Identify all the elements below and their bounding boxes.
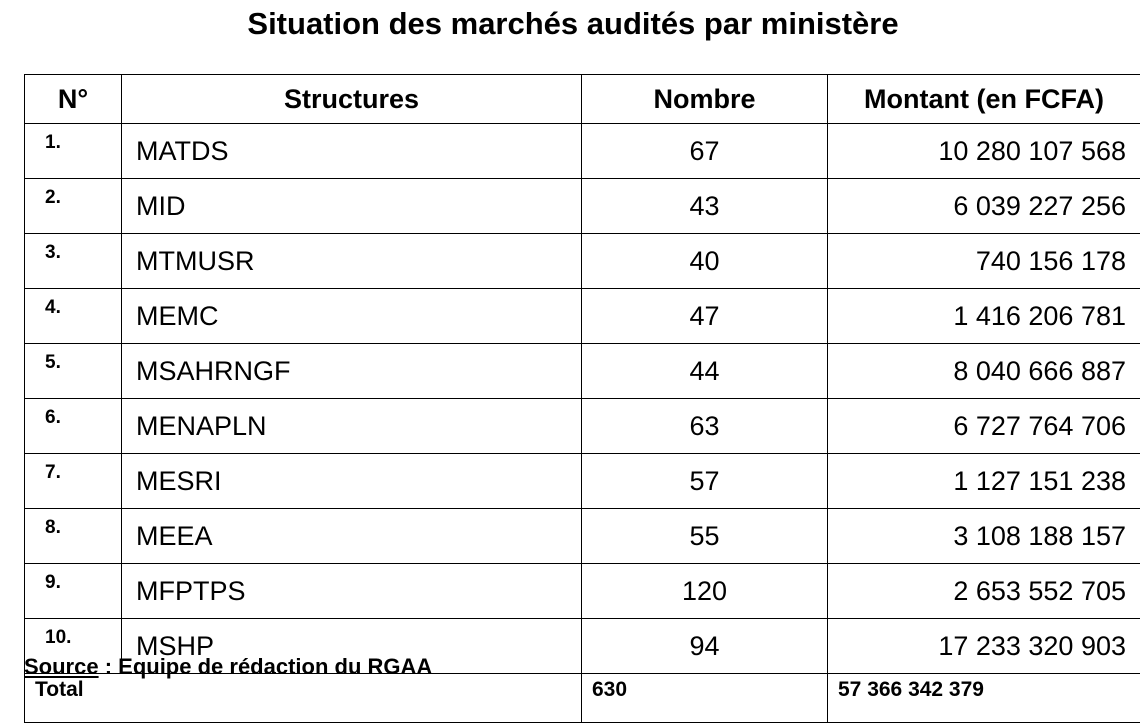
row-number: 9.: [25, 564, 122, 619]
total-row: Total 630 57 366 342 379: [25, 674, 1140, 723]
row-nombre: 44: [582, 344, 828, 399]
row-montant: 2 653 552 705: [828, 564, 1140, 619]
total-nombre: 630: [582, 674, 828, 723]
row-number: 6.: [25, 399, 122, 454]
row-nombre: 57: [582, 454, 828, 509]
row-montant: 3 108 188 157: [828, 509, 1140, 564]
total-label: Total: [25, 674, 582, 723]
row-nombre: 67: [582, 124, 828, 179]
source-text: : Equipe de rédaction du RGAA: [99, 654, 433, 679]
header-number: N°: [25, 75, 122, 124]
row-structure: MTMUSR: [122, 234, 582, 289]
header-structures: Structures: [122, 75, 582, 124]
source-label: Source: [24, 654, 99, 679]
row-montant: 740 156 178: [828, 234, 1140, 289]
row-nombre: 120: [582, 564, 828, 619]
header-nombre: Nombre: [582, 75, 828, 124]
row-number: 8.: [25, 509, 122, 564]
row-montant: 10 280 107 568: [828, 124, 1140, 179]
row-structure: MESRI: [122, 454, 582, 509]
row-nombre: 94: [582, 619, 828, 674]
row-structure: MID: [122, 179, 582, 234]
table-header-row: N° Structures Nombre Montant (en FCFA): [25, 75, 1140, 124]
row-number: 1.: [25, 124, 122, 179]
page-title: Situation des marchés audités par minist…: [0, 6, 1140, 42]
row-number: 4.: [25, 289, 122, 344]
source-note: Source : Equipe de rédaction du RGAA: [24, 654, 432, 680]
row-nombre: 47: [582, 289, 828, 344]
header-montant: Montant (en FCFA): [828, 75, 1140, 124]
row-montant: 6 727 764 706: [828, 399, 1140, 454]
row-structure: MATDS: [122, 124, 582, 179]
row-number: 5.: [25, 344, 122, 399]
row-structure: MSAHRNGF: [122, 344, 582, 399]
row-number: 7.: [25, 454, 122, 509]
row-montant: 1 127 151 238: [828, 454, 1140, 509]
row-number: 2.: [25, 179, 122, 234]
row-nombre: 40: [582, 234, 828, 289]
row-structure: MEMC: [122, 289, 582, 344]
row-montant: 6 039 227 256: [828, 179, 1140, 234]
row-structure: MEEA: [122, 509, 582, 564]
row-number: 3.: [25, 234, 122, 289]
markets-table: N° Structures Nombre Montant (en FCFA) 1…: [24, 74, 1140, 723]
row-montant: 1 416 206 781: [828, 289, 1140, 344]
row-structure: MENAPLN: [122, 399, 582, 454]
row-nombre: 43: [582, 179, 828, 234]
row-montant: 8 040 666 887: [828, 344, 1140, 399]
total-montant: 57 366 342 379: [828, 674, 1140, 723]
row-nombre: 55: [582, 509, 828, 564]
row-nombre: 63: [582, 399, 828, 454]
row-structure: MFPTPS: [122, 564, 582, 619]
row-montant: 17 233 320 903: [828, 619, 1140, 674]
